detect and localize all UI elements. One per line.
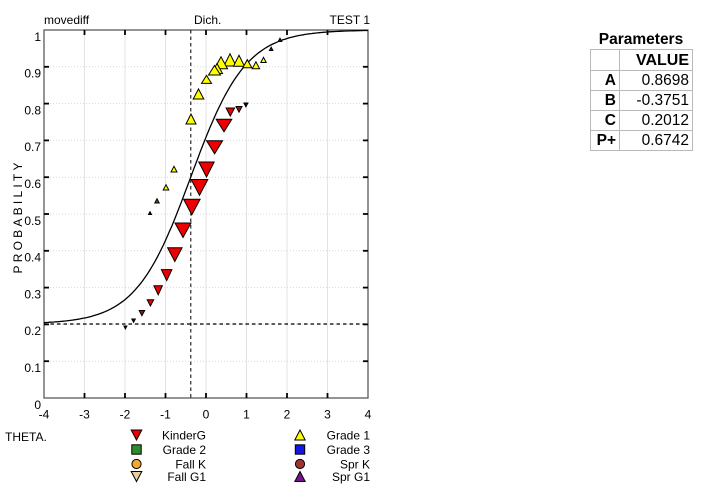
svg-text:Grade 2: Grade 2 (163, 443, 207, 457)
svg-text:TEST 1: TEST 1 (330, 13, 371, 27)
svg-text:Fall G1: Fall G1 (167, 470, 206, 484)
svg-text:2: 2 (284, 408, 291, 422)
svg-text:0: 0 (203, 408, 210, 422)
svg-text:-1: -1 (160, 408, 171, 422)
svg-text:0.3: 0.3 (24, 287, 41, 301)
svg-text:3: 3 (324, 408, 331, 422)
svg-text:4: 4 (365, 408, 372, 422)
svg-text:0.6: 0.6 (24, 177, 41, 191)
svg-text:Dich.: Dich. (194, 13, 221, 27)
svg-text:Spr K: Spr K (340, 457, 370, 471)
svg-text:KinderG: KinderG (162, 428, 206, 442)
svg-text:0.9: 0.9 (24, 67, 41, 81)
svg-text:0.4: 0.4 (24, 251, 41, 265)
svg-text:Spr G1: Spr G1 (332, 470, 370, 484)
svg-text:THETA.: THETA. (5, 430, 47, 444)
svg-text:0.2: 0.2 (24, 324, 41, 338)
svg-text:-3: -3 (79, 408, 90, 422)
svg-text:0.1: 0.1 (24, 361, 41, 375)
svg-text:Grade 1: Grade 1 (327, 428, 371, 442)
svg-text:-2: -2 (120, 408, 131, 422)
svg-text:1: 1 (243, 408, 250, 422)
svg-text:Fall K: Fall K (175, 457, 206, 471)
svg-text:0.7: 0.7 (24, 140, 41, 154)
svg-text:PROBABILITY: PROBABILITY (11, 163, 25, 274)
svg-text:movediff: movediff (44, 13, 90, 27)
svg-text:0.8: 0.8 (24, 103, 41, 117)
svg-text:0: 0 (34, 398, 41, 412)
svg-text:1: 1 (34, 30, 41, 44)
svg-text:-4: -4 (39, 408, 50, 422)
svg-text:Grade 3: Grade 3 (327, 443, 371, 457)
svg-text:0.5: 0.5 (24, 214, 41, 228)
